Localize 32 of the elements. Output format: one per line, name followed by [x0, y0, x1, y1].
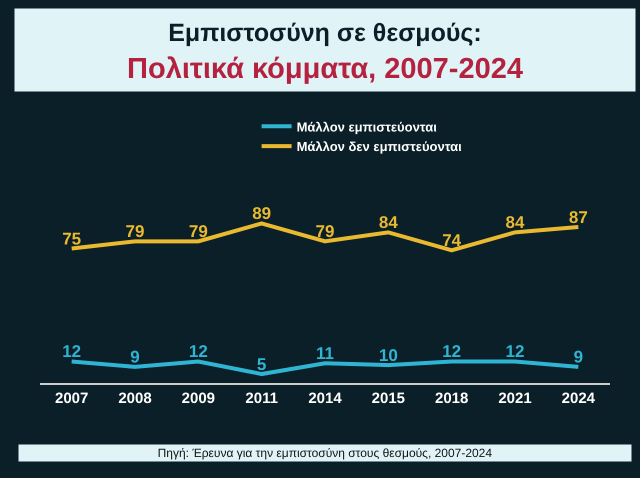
legend-label: Μάλλον εμπιστεύονται	[296, 119, 438, 134]
data-label: 79	[316, 222, 334, 242]
data-label: 89	[252, 204, 272, 224]
data-label: 12	[442, 342, 462, 362]
data-label: 5	[256, 354, 266, 374]
data-label: 79	[126, 222, 144, 242]
data-label: 12	[188, 342, 208, 362]
data-label: 9	[130, 348, 140, 367]
data-label: 9	[574, 348, 584, 367]
x-tick-label: 2008	[118, 390, 152, 407]
data-label: 84	[506, 213, 525, 232]
x-tick-label: 2018	[434, 390, 468, 407]
x-tick-label: 2021	[498, 390, 532, 407]
x-tick-label: 2024	[562, 390, 596, 407]
x-tick-label: 2015	[372, 390, 406, 407]
data-label: 87	[568, 208, 588, 227]
text: Πηγή: Έρευνα για την εμπιστοσύνη στους θεσμούς, 2007-2024	[158, 446, 492, 460]
data-label: 75	[62, 229, 82, 248]
chart-subtitle: Πολιτικά κόμματα, 2007-2024	[127, 53, 523, 85]
data-label: 11	[316, 344, 334, 364]
data-label: 10	[378, 346, 398, 365]
chart-title: Εμπιστοσύνη σε θεσμούς:	[168, 19, 482, 47]
data-label: 12	[62, 342, 82, 362]
data-label: 79	[188, 222, 208, 242]
x-tick-label: 2007	[54, 390, 88, 407]
x-tick-label: 2011	[245, 390, 278, 407]
data-label: 12	[506, 342, 524, 362]
legend-label: Μάλλον δεν εμπιστεύονται	[296, 139, 462, 154]
data-label: 84	[378, 213, 398, 232]
data-label: 74	[442, 231, 462, 250]
x-tick-label: 2014	[308, 390, 342, 407]
x-tick-label: 2009	[182, 390, 216, 407]
